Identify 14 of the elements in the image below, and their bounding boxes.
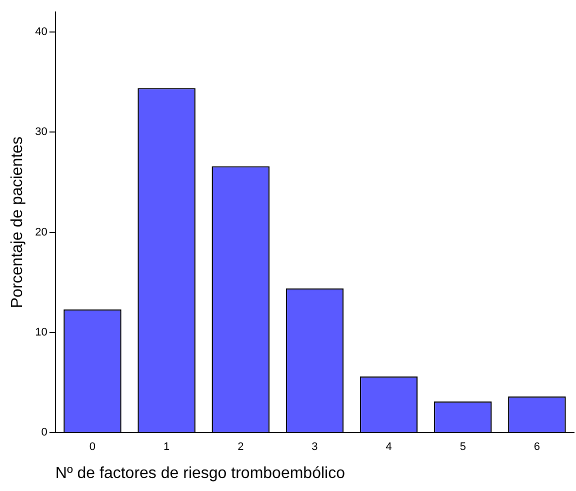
x-tick-label: 2 [238,441,244,454]
x-tick-label: 5 [460,441,466,454]
y-axis-title: Porcentaje de pacientes [9,136,26,308]
x-axis-title: Nº de factores de riesgo tromboembólico [55,464,346,482]
y-tick-label: 10 [35,326,48,338]
y-tick-label: 20 [35,226,48,238]
y-tick-label: 0 [41,426,48,439]
x-tick-label: 4 [386,441,392,454]
y-tick-label: 30 [35,126,48,138]
x-tick-label: 6 [534,441,540,454]
x-tick-label: 3 [312,441,318,454]
x-tick-label: 0 [89,441,96,454]
y-tick-label: 40 [35,26,48,38]
x-tick-label: 1 [163,441,170,454]
